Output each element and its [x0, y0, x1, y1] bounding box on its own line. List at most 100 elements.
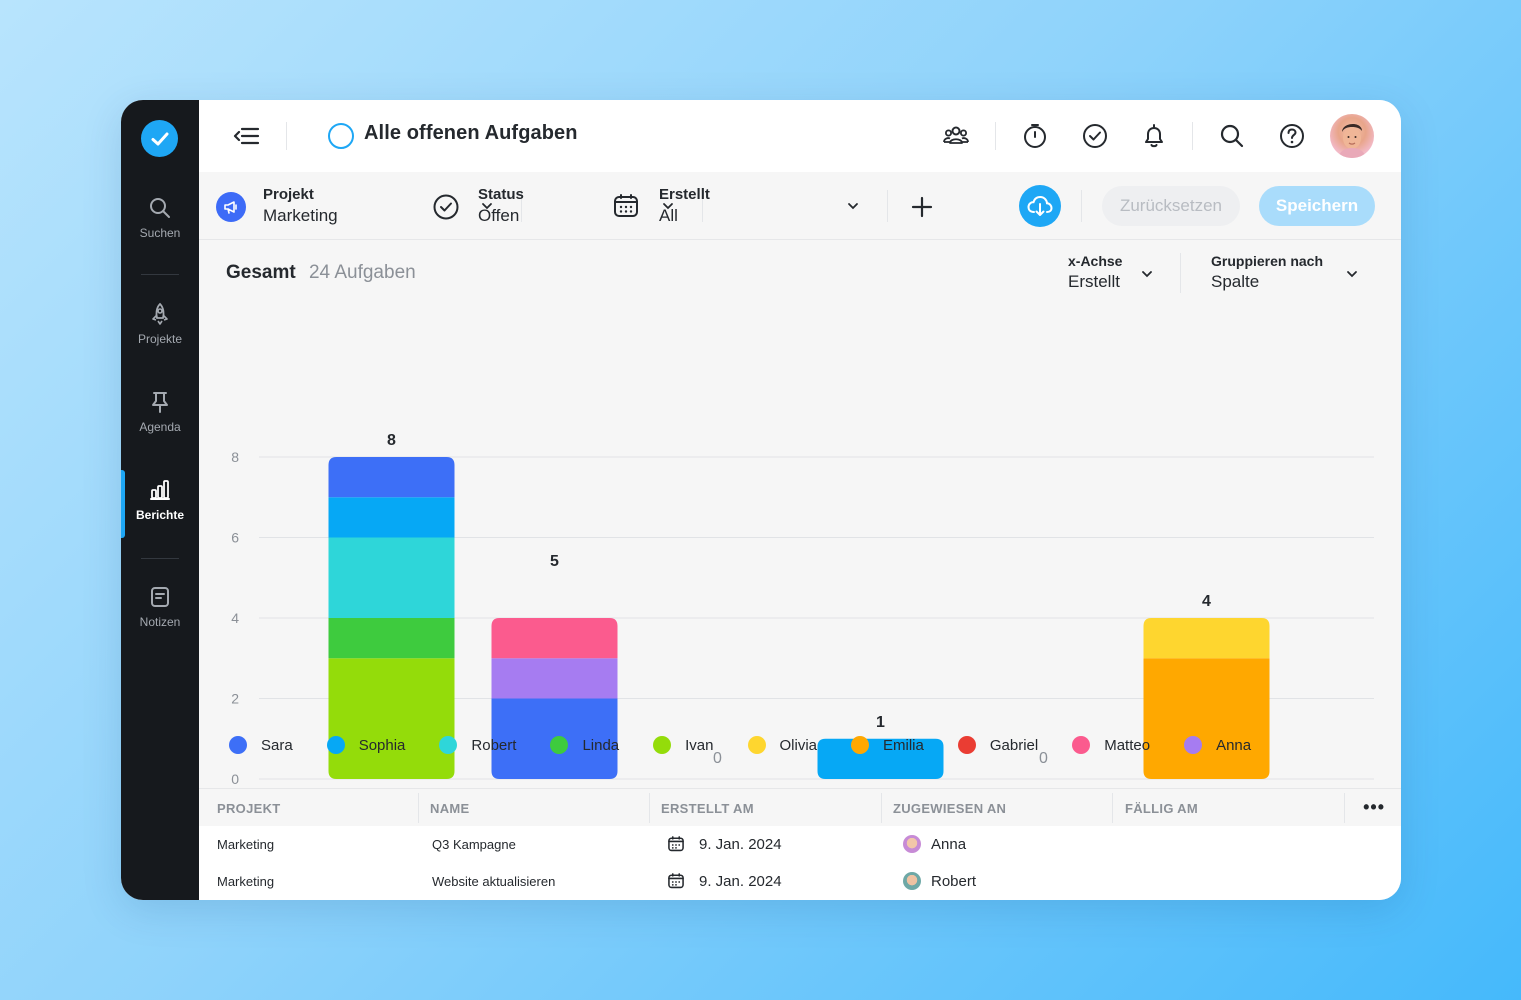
legend-dot [550, 736, 569, 754]
bar-segment-ivan [328, 658, 455, 779]
divider [521, 190, 522, 222]
sidebar-item-notes[interactable]: Notizen [121, 585, 199, 629]
legend-item-gabriel[interactable]: Gabriel [957, 736, 1039, 754]
chevron-down-icon[interactable] [1346, 270, 1358, 278]
y-tick-label: 0 [231, 771, 239, 787]
add-filter-icon[interactable] [909, 194, 935, 220]
divider [995, 122, 996, 150]
legend-item-sara[interactable]: Sara [229, 736, 293, 754]
bar-segment-olivia [1143, 618, 1270, 659]
column-header-project[interactable]: PROJEKT [217, 801, 281, 816]
cell-assignee: Robert [903, 872, 976, 890]
cell-project: Marketing [217, 837, 275, 852]
assignee-name: Anna [931, 835, 967, 853]
avatar-face-icon [1338, 123, 1366, 158]
legend-item-sophia[interactable]: Sophia [326, 736, 406, 754]
bar-total-label: 0 [1039, 750, 1048, 767]
sidebar-item-search[interactable]: Suchen [121, 196, 199, 240]
column-header-due[interactable]: FÄLLIG AM [1125, 801, 1198, 816]
save-button[interactable]: Speichern [1259, 186, 1375, 226]
y-tick-label: 8 [231, 449, 239, 465]
team-icon[interactable] [941, 121, 971, 151]
collapse-menu-icon[interactable] [231, 122, 261, 150]
search-icon[interactable] [1217, 121, 1247, 151]
legend-item-robert[interactable]: Robert [439, 736, 516, 754]
column-header-created[interactable]: ERSTELLT AM [661, 801, 754, 816]
sidebar-item-label: Suchen [139, 226, 181, 240]
status-filter[interactable]: Status Offen [478, 186, 524, 226]
table-row[interactable]: Marketing Q3 Kampagne 9. Jan. 2024 Anna [199, 826, 1401, 863]
group-by-selector[interactable]: Gruppieren nach Spalte [1211, 253, 1323, 292]
created-date: 9. Jan. 2024 [699, 872, 782, 890]
legend-label: Olivia [779, 736, 818, 754]
status-filter-label: Status [478, 186, 524, 203]
created-filter-value: All [659, 206, 678, 225]
legend-dot [326, 736, 345, 754]
table-body: Marketing Q3 Kampagne 9. Jan. 2024 Anna … [199, 826, 1401, 900]
check-circle-icon[interactable] [1080, 121, 1110, 151]
assignee-name: Robert [931, 872, 977, 890]
assignee-avatar [903, 872, 921, 890]
top-bar: Alle offenen Aufgaben [199, 100, 1401, 172]
bar-chart-icon [150, 480, 170, 500]
legend-item-linda[interactable]: Linda [550, 736, 619, 754]
legend-dot [957, 736, 976, 754]
help-icon[interactable] [1277, 121, 1307, 151]
chevron-down-icon[interactable] [847, 202, 859, 210]
bell-icon[interactable] [1139, 121, 1169, 151]
more-options-icon[interactable]: ••• [1363, 797, 1385, 817]
project-filter[interactable]: Projekt Marketing [263, 186, 338, 226]
column-header-name[interactable]: NAME [430, 801, 470, 816]
bar-segment-linda [328, 618, 455, 659]
sidebar-item-label: Notizen [139, 615, 181, 629]
filter-bar: Projekt Marketing Status Offen Erstellt … [199, 172, 1401, 240]
cloud-download-icon [1027, 195, 1053, 216]
rocket-icon [152, 302, 168, 325]
legend-dot [1072, 736, 1091, 754]
legend-item-anna[interactable]: Anna [1184, 736, 1251, 754]
status-check-icon [433, 194, 459, 220]
legend-label: Sophia [358, 736, 406, 754]
divider [887, 190, 888, 222]
app-logo[interactable] [141, 120, 178, 157]
megaphone-icon [216, 192, 246, 222]
bar-segment-sara [328, 457, 455, 498]
check-logo-icon [151, 132, 168, 145]
created-date: 9. Jan. 2024 [699, 835, 782, 853]
chart-svg: 024688Woche 135Woche 140Woche 151Woche 1… [231, 432, 1374, 808]
created-filter[interactable]: Erstellt All [659, 186, 710, 226]
created-filter-label: Erstellt [659, 186, 710, 203]
bar-total-label: 1 [876, 714, 885, 731]
legend-item-emilia[interactable]: Emilia [851, 736, 924, 754]
legend-item-ivan[interactable]: Ivan [653, 736, 714, 754]
cloud-download-button[interactable] [1019, 185, 1061, 227]
bar-segment-sophia [817, 738, 944, 779]
legend-item-matteo[interactable]: Matteo [1072, 736, 1150, 754]
chevron-down-icon[interactable] [662, 202, 674, 210]
chevron-down-icon[interactable] [1141, 270, 1153, 278]
xaxis-value: Erstellt [1068, 272, 1120, 291]
sidebar-item-agenda[interactable]: Agenda [121, 390, 199, 434]
legend-item-olivia[interactable]: Olivia [747, 736, 818, 754]
legend-label: Gabriel [989, 736, 1039, 754]
cell-project: Marketing [217, 874, 275, 889]
table-row[interactable]: Marketing Website aktualisieren 9. Jan. … [199, 863, 1401, 900]
timer-icon[interactable] [1020, 121, 1050, 151]
calendar-icon [668, 836, 684, 852]
column-header-assignee[interactable]: ZUGEWIESEN AN [893, 801, 1007, 816]
divider [1192, 122, 1193, 150]
cell-created: 9. Jan. 2024 [667, 835, 782, 853]
y-tick-label: 2 [231, 691, 239, 707]
legend-label: Anna [1216, 736, 1252, 754]
reset-button[interactable]: Zurücksetzen [1102, 186, 1240, 226]
user-avatar[interactable] [1330, 114, 1374, 158]
sidebar-item-projects[interactable]: Projekte [121, 302, 199, 346]
sidebar-divider [141, 274, 179, 275]
sidebar-item-reports[interactable]: Berichte [121, 478, 199, 522]
chart-legend: Sara Sophia Robert Linda Ivan Olivia Emilia Gab… [229, 736, 1285, 754]
xaxis-selector[interactable]: x-Achse Erstellt [1068, 253, 1122, 292]
y-tick-label: 6 [231, 530, 239, 546]
chevron-down-icon[interactable] [481, 202, 493, 210]
divider [286, 122, 287, 150]
bar-total-label: 0 [713, 750, 722, 767]
